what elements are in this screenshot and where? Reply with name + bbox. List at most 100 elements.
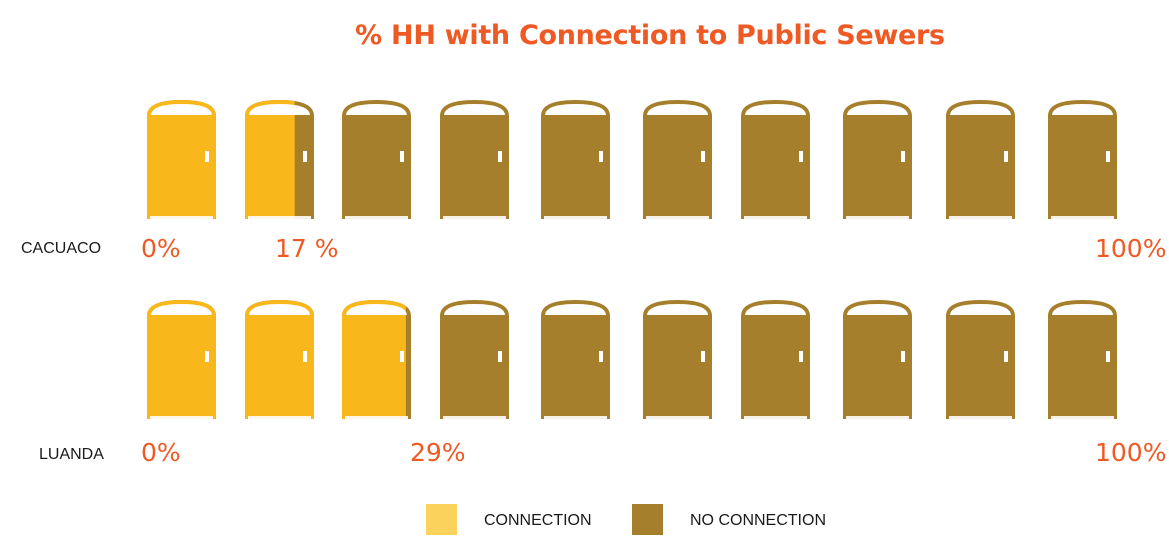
door-handle (1004, 151, 1008, 162)
door-base-gap (846, 216, 909, 219)
door-base-gap (646, 416, 709, 419)
door-icon (741, 100, 810, 219)
door-base-gap (846, 416, 909, 419)
luanda-start-label: 0% (141, 438, 181, 467)
door-handle (400, 151, 404, 162)
door-arch-window (151, 104, 212, 115)
door-no-connection-fill (946, 100, 1015, 219)
door-base-gap (744, 216, 807, 219)
door-arch-window (444, 104, 505, 115)
door-icon (245, 300, 314, 419)
door-handle (799, 151, 803, 162)
door-no-connection-fill (843, 100, 912, 219)
door-icon (741, 300, 810, 419)
door-base-gap (949, 216, 1012, 219)
door-no-connection-fill (741, 100, 810, 219)
door-handle (205, 151, 209, 162)
door-handle (901, 351, 905, 362)
door-no-connection-fill (1048, 100, 1117, 219)
door-arch-window (647, 104, 708, 115)
door-arch-window (1052, 304, 1113, 315)
door-no-connection-fill (946, 300, 1015, 419)
legend-label-no-connection: NO CONNECTION (690, 512, 826, 529)
door-icon (147, 100, 216, 219)
door-base-gap (345, 416, 408, 419)
door-no-connection-fill (440, 100, 509, 219)
door-icon (843, 100, 912, 219)
door-base-gap (150, 416, 213, 419)
door-connection-fill (245, 100, 295, 219)
door-arch-window (346, 304, 407, 315)
cacuaco-value-label: 17 % (275, 234, 339, 263)
door-connection-fill (147, 100, 216, 219)
door-handle (303, 151, 307, 162)
door-handle (701, 151, 705, 162)
legend-label-connection: CONNECTION (484, 512, 592, 529)
row-label-cacuaco: CACUACO (21, 240, 102, 257)
legend-swatch-no-connection (632, 504, 663, 535)
door-base-gap (949, 416, 1012, 419)
door-base-gap (345, 216, 408, 219)
door-handle (498, 351, 502, 362)
door-handle (498, 151, 502, 162)
door-no-connection-fill (541, 300, 610, 419)
door-arch-window (950, 304, 1011, 315)
door-base-gap (544, 416, 607, 419)
door-base-gap (248, 216, 311, 219)
door-icon (541, 100, 610, 219)
door-arch-window (745, 304, 806, 315)
door-base-gap (443, 416, 506, 419)
door-handle (400, 351, 404, 362)
door-arch-window (1052, 104, 1113, 115)
door-no-connection-fill (843, 300, 912, 419)
door-icon (946, 300, 1015, 419)
row-label-luanda: LUANDA (39, 446, 104, 463)
door-arch-window (545, 304, 606, 315)
door-arch-window (444, 304, 505, 315)
door-arch-window (847, 104, 908, 115)
door-arch-window (745, 104, 806, 115)
door-arch-window (647, 304, 708, 315)
door-arch-window (847, 304, 908, 315)
door-handle (599, 151, 603, 162)
door-icon (440, 100, 509, 219)
door-handle (901, 151, 905, 162)
door-icon (541, 300, 610, 419)
door-icon (245, 100, 314, 219)
door-arch-window (249, 304, 310, 315)
door-base-gap (248, 416, 311, 419)
door-arch-window (545, 104, 606, 115)
door-icon (440, 300, 509, 419)
door-icon (342, 300, 411, 419)
door-arch-window (151, 304, 212, 315)
door-connection-fill (245, 300, 314, 419)
cacuaco-end-label: 100% (1095, 234, 1167, 263)
door-no-connection-fill (643, 300, 712, 419)
door-handle (1004, 351, 1008, 362)
door-icon (1048, 100, 1117, 219)
door-no-connection-fill (643, 100, 712, 219)
cacuaco-start-label: 0% (141, 234, 181, 263)
door-connection-fill (342, 300, 406, 419)
door-icon (946, 100, 1015, 219)
door-handle (599, 351, 603, 362)
legend-swatch-connection (426, 504, 457, 535)
door-base-gap (1051, 216, 1114, 219)
door-no-connection-fill (342, 100, 411, 219)
door-base-gap (443, 216, 506, 219)
luanda-end-label: 100% (1095, 438, 1167, 467)
door-handle (303, 351, 307, 362)
door-arch-window (346, 104, 407, 115)
door-base-gap (150, 216, 213, 219)
door-no-connection-fill (541, 100, 610, 219)
door-handle (701, 351, 705, 362)
door-icon (843, 300, 912, 419)
door-icon (342, 100, 411, 219)
door-base-gap (744, 416, 807, 419)
chart-title: % HH with Connection to Public Sewers (355, 20, 945, 51)
door-icon (643, 300, 712, 419)
door-no-connection-fill (741, 300, 810, 419)
door-base-gap (544, 216, 607, 219)
luanda-value-label: 29% (410, 438, 466, 467)
